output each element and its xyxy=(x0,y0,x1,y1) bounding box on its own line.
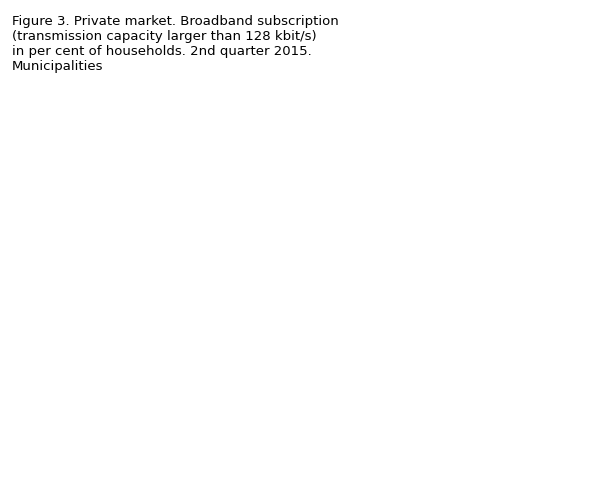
Text: Figure 3. Private market. Broadband subscription
(transmission capacity larger t: Figure 3. Private market. Broadband subs… xyxy=(12,15,339,73)
